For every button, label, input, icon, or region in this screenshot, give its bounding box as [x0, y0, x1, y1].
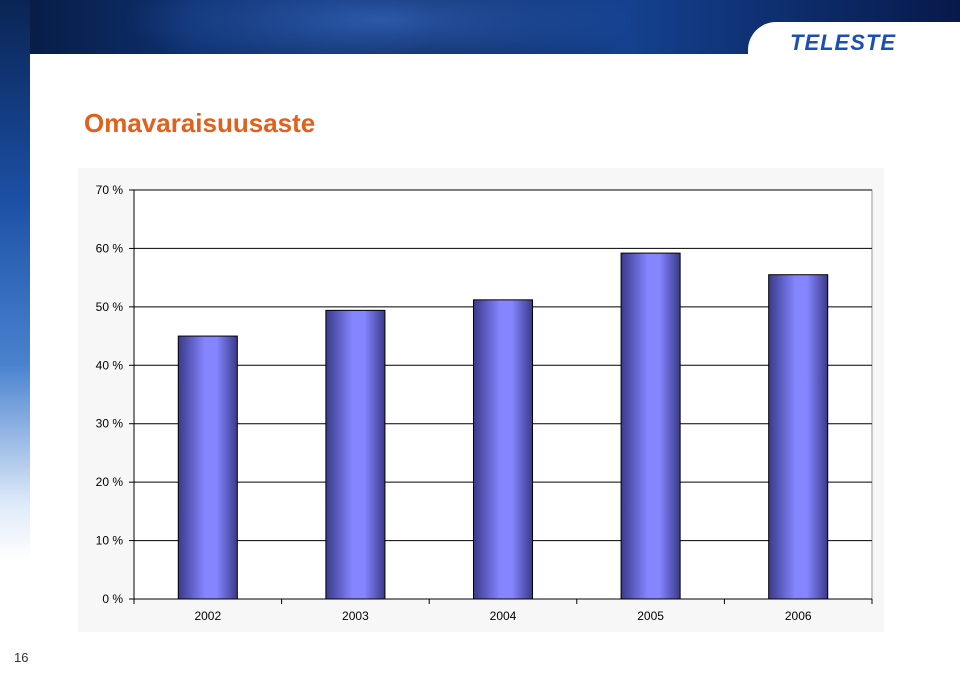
banner-glow	[120, 0, 640, 54]
bar-2006	[768, 274, 829, 600]
bar-2002	[177, 335, 238, 600]
bar-2003	[325, 309, 386, 600]
teleste-logo: TELESTE	[790, 30, 897, 55]
logo-panel	[748, 22, 960, 56]
bar-2005	[620, 252, 681, 600]
chart-area: 0 % 10 % 20 % 30 % 40 % 50 % 60 % 70 % 2002 2003 2…	[78, 168, 884, 632]
bars	[177, 252, 829, 600]
x-tick-label-2005: 2005	[637, 609, 664, 623]
y-tick-label-70: 70 %	[96, 183, 124, 197]
y-tick-label-40: 40 %	[96, 358, 124, 372]
side-band	[0, 0, 30, 560]
page-title: Omavaraisuusaste	[84, 108, 316, 138]
y-tick-label-20: 20 %	[96, 475, 124, 489]
tick-labels: 0 % 10 % 20 % 30 % 40 % 50 % 60 % 70 % 2002 2003 2…	[96, 183, 812, 623]
y-tick-label-50: 50 %	[96, 300, 124, 314]
bar-2004	[472, 299, 534, 600]
x-tick-label-2006: 2006	[785, 609, 812, 623]
axes	[129, 189, 873, 604]
bar-chart: 0 % 10 % 20 % 30 % 40 % 50 % 60 % 70 % 2002 2003 2…	[96, 183, 873, 623]
page-number: 16	[14, 650, 29, 665]
y-tick-label-10: 10 %	[96, 534, 124, 548]
y-tick-label-60: 60 %	[96, 241, 124, 255]
x-tick-label-2003: 2003	[342, 609, 369, 623]
x-tick-label-2002: 2002	[194, 609, 221, 623]
y-tick-label-30: 30 %	[96, 417, 124, 431]
x-tick-label-2004: 2004	[490, 609, 517, 623]
y-tick-label-0: 0 %	[102, 592, 123, 606]
